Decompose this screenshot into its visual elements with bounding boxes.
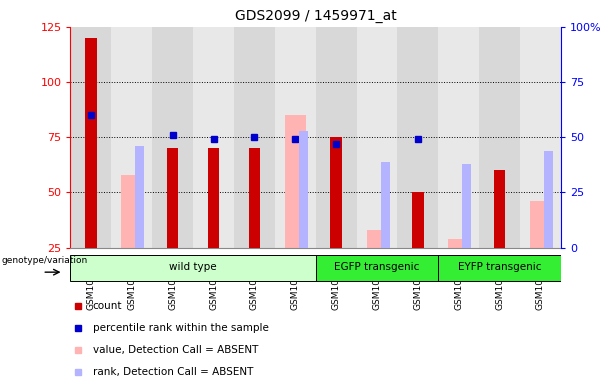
Bar: [367, 230, 387, 248]
Text: percentile rank within the sample: percentile rank within the sample: [93, 323, 268, 333]
Bar: [234, 27, 275, 248]
Text: EGFP transgenic: EGFP transgenic: [334, 262, 420, 272]
Bar: [357, 27, 397, 248]
Bar: [479, 27, 520, 248]
Text: count: count: [93, 301, 122, 311]
Bar: [85, 38, 97, 248]
Bar: [330, 137, 342, 248]
Bar: [438, 27, 479, 248]
Bar: [208, 148, 219, 248]
Bar: [544, 151, 553, 248]
Bar: [299, 131, 308, 248]
Text: rank, Detection Call = ABSENT: rank, Detection Call = ABSENT: [93, 367, 253, 377]
Bar: [121, 175, 142, 248]
Text: genotype/variation: genotype/variation: [1, 256, 88, 265]
Bar: [412, 192, 424, 248]
Text: value, Detection Call = ABSENT: value, Detection Call = ABSENT: [93, 345, 258, 355]
Bar: [167, 148, 178, 248]
Bar: [285, 115, 305, 248]
Bar: [520, 27, 561, 248]
Bar: [397, 27, 438, 248]
Title: GDS2099 / 1459971_at: GDS2099 / 1459971_at: [235, 9, 397, 23]
Bar: [449, 239, 469, 248]
Bar: [112, 27, 152, 248]
Bar: [462, 164, 471, 248]
Bar: [249, 148, 260, 248]
Bar: [530, 201, 550, 248]
Bar: [316, 255, 438, 281]
Bar: [438, 255, 561, 281]
Bar: [381, 162, 389, 248]
Text: EYFP transgenic: EYFP transgenic: [458, 262, 541, 272]
Bar: [135, 146, 144, 248]
Bar: [316, 27, 357, 248]
Bar: [70, 255, 316, 281]
Bar: [152, 27, 193, 248]
Bar: [70, 27, 112, 248]
Bar: [193, 27, 234, 248]
Text: wild type: wild type: [169, 262, 217, 272]
Bar: [494, 170, 505, 248]
Bar: [275, 27, 316, 248]
